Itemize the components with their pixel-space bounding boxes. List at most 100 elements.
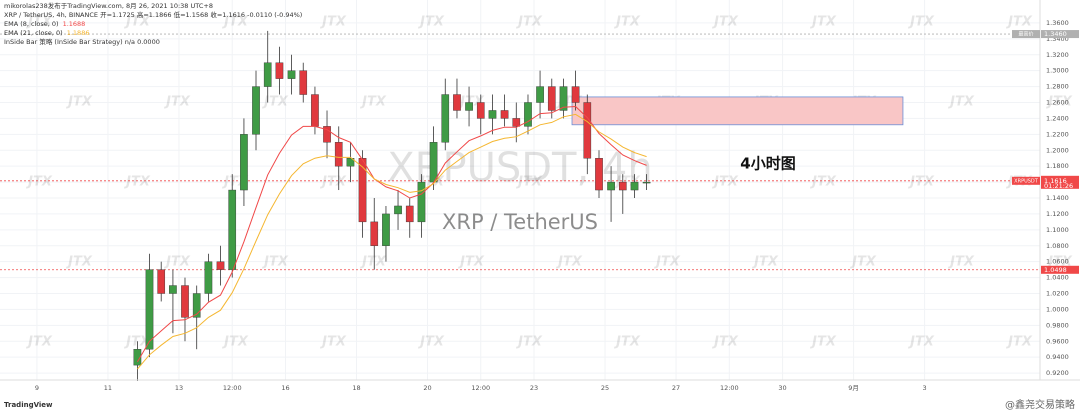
brand-watermark: JTX (123, 175, 151, 190)
title: XRP / TetherUS, 4h, BINANCE 开=1.1725 高=1… (4, 10, 302, 19)
x-tick-label: 3 (923, 384, 927, 392)
candle-body (547, 86, 556, 111)
indicator: InSide Bar 策略 (InSide Bar Strategy) n/a … (4, 37, 160, 46)
footer-logo: TradingView (4, 401, 53, 409)
brand-watermark: JTX (711, 175, 739, 190)
brand-watermark: JTX (907, 335, 935, 350)
y-tick-label: 1.1400 (1046, 194, 1069, 202)
candle-body (595, 158, 603, 191)
brand-watermark: JTX (947, 95, 975, 110)
subtitle: mikorolas238发布于TradingView.com, 8月 26, 2… (4, 1, 213, 10)
y-tick-label: 1.1000 (1046, 226, 1069, 234)
x-tick-label: 9 (35, 384, 39, 392)
y-tick-label: 1.2000 (1046, 146, 1069, 154)
y-tick-label: 1.1800 (1046, 162, 1069, 170)
x-tick-label: 12:00 (223, 384, 242, 392)
brand-watermark: JTX (163, 255, 191, 270)
y-tick-label: 1.0400 (1046, 274, 1069, 282)
candle-body (370, 221, 379, 246)
candle-body (157, 269, 166, 294)
y-tick-label: 1.3000 (1046, 67, 1069, 75)
x-tick-label: 23 (530, 384, 538, 392)
brand-watermark: JTX (65, 255, 93, 270)
brand-watermark: JTX (1005, 335, 1033, 350)
x-tick-label: 16 (281, 384, 289, 392)
brand-watermark: JTX (907, 15, 935, 30)
brand-watermark: JTX (751, 255, 779, 270)
candle-body (417, 181, 426, 223)
price-label: 1.1616 (1044, 177, 1067, 185)
y-tick-label: 0.9800 (1046, 321, 1069, 329)
candle-body (607, 181, 615, 191)
price-label: 1.0498 (1044, 266, 1067, 274)
price-tag-box (1012, 30, 1040, 39)
brand-watermark: JTX (221, 335, 249, 350)
plot (0, 30, 1040, 382)
candle-body (571, 86, 580, 103)
brand-watermark: JTX (711, 15, 739, 30)
brand-watermark: JTX (25, 15, 53, 30)
x-tick-label: 12:00 (720, 384, 739, 392)
candle-body (334, 142, 343, 167)
brand-watermark: JTX (613, 15, 641, 30)
brand-watermark: JTX (907, 175, 935, 190)
candle-body (169, 285, 177, 294)
price-label-box (1041, 265, 1079, 274)
y-tick-label: 1.3600 (1046, 19, 1069, 27)
candle-body (453, 94, 461, 111)
price-label: 1.3460 (1044, 30, 1067, 38)
y-tick-label: 1.2200 (1046, 130, 1069, 138)
candle-body (299, 70, 308, 95)
candle-body (228, 189, 237, 270)
y-tick-label: 1.2800 (1046, 83, 1069, 91)
brand-watermark: JTX (319, 175, 347, 190)
candle-body (181, 285, 189, 318)
candle-body (204, 261, 213, 294)
brand-watermark: JTX (947, 255, 975, 270)
brand-watermark: JTX (1045, 95, 1073, 110)
brand-watermark: JTX (163, 95, 191, 110)
brand-watermark: JTX (849, 255, 877, 270)
candle-body (429, 142, 438, 183)
candle-body (275, 62, 284, 79)
legend-name: EMA (21, close, 0) (4, 29, 63, 37)
candle-body (346, 158, 355, 167)
brand-watermark: JTX (515, 335, 543, 350)
price-tag: 最高价 (1018, 31, 1033, 38)
legend-value: 1.1886 (67, 29, 90, 37)
candle-body (311, 94, 319, 127)
candle-body (192, 293, 201, 318)
annotation: 4小时图 (740, 155, 795, 173)
brand-watermark: JTX (809, 175, 837, 190)
zone (571, 96, 904, 126)
brand-watermark: JTX (1045, 255, 1073, 270)
brand-watermark: JTX (809, 335, 837, 350)
brand-watermark: JTX (261, 95, 289, 110)
y-tick-label: 1.0200 (1046, 290, 1069, 298)
candle-body (583, 102, 592, 159)
ema-line (137, 113, 647, 370)
brand-watermark: JTX (711, 335, 739, 350)
x-tick-label: 11 (104, 384, 112, 392)
x-tick-label: 25 (601, 384, 609, 392)
candle-body (630, 181, 639, 191)
brand-watermark: JTX (555, 255, 583, 270)
legend-value: 1.1688 (63, 20, 86, 28)
candle-body (536, 86, 544, 103)
candle-body (441, 94, 450, 143)
candle-body (524, 102, 532, 127)
candle-body (323, 126, 331, 143)
x-tick-label: 27 (672, 384, 680, 392)
candle-body (488, 110, 497, 119)
brand-watermark: JTX (417, 15, 445, 30)
brand-watermark: JTX (515, 175, 543, 190)
candle-body (145, 269, 154, 350)
price-countdown: 01:21:26 (1044, 182, 1073, 190)
brand-watermark: JTX (1005, 15, 1033, 30)
y-tick-label: 1.1200 (1046, 210, 1069, 218)
candle-body (642, 181, 651, 184)
footer (0, 397, 1080, 414)
